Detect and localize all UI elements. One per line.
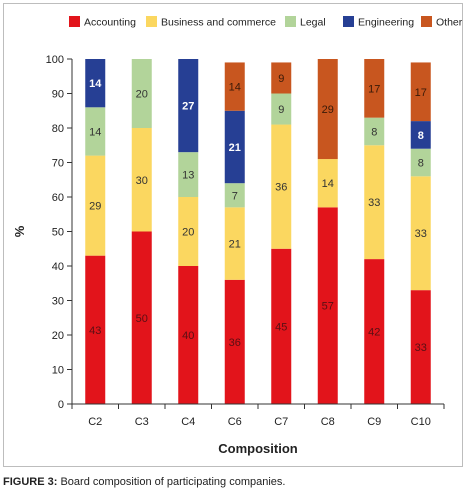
y-tick-label-30: 30 (52, 296, 64, 308)
bar-C7-4 (271, 62, 292, 94)
x-tick-label-C7: C7 (274, 416, 288, 428)
data-label-C4-1: 20 (182, 227, 194, 239)
data-label-C4-2: 13 (182, 170, 194, 182)
y-tick-label-80: 80 (52, 123, 64, 135)
data-label-C4-3: 27 (182, 101, 194, 113)
bar-C4-2 (178, 152, 199, 197)
legend-label-3: Engineering (358, 17, 414, 29)
x-tick-label-C10: C10 (411, 416, 431, 428)
bar-C10-4 (410, 62, 431, 122)
data-label-C3-2: 20 (136, 89, 148, 101)
data-label-C4-0: 40 (182, 330, 194, 342)
data-label-C8-4: 29 (322, 104, 334, 116)
bar-C7-1 (271, 124, 292, 249)
bar-C8-4 (317, 59, 338, 160)
caption-prefix: FIGURE 3: (3, 476, 58, 488)
data-label-C6-1: 21 (229, 239, 241, 251)
y-tick-label-50: 50 (52, 227, 64, 239)
data-label-C7-1: 36 (275, 182, 287, 194)
bar-C9-0 (364, 259, 385, 404)
data-label-C8-0: 57 (322, 301, 334, 313)
x-tick-label-C4: C4 (181, 416, 195, 428)
bar-C7-2 (271, 93, 292, 125)
data-label-C3-0: 50 (136, 313, 148, 325)
data-label-C8-1: 14 (322, 178, 334, 190)
legend-swatch-3 (343, 16, 354, 27)
y-tick-label-0: 0 (58, 399, 64, 411)
stacked-bar-chart: Accounting Business and commerce Legal Engi… (12, 16, 463, 456)
data-label-C9-4: 17 (368, 83, 380, 95)
data-label-C6-2: 7 (232, 190, 238, 202)
y-tick-label-90: 90 (52, 89, 64, 101)
data-label-C7-4: 9 (278, 73, 284, 85)
legend-label-0: Accounting (84, 17, 136, 29)
data-label-C6-0: 36 (229, 337, 241, 349)
bar-C10-2 (410, 148, 431, 177)
data-label-C2-1: 29 (89, 201, 101, 213)
bar-C9-1 (364, 145, 385, 260)
bar-C9-2 (364, 117, 385, 146)
legend-label-2: Legal (300, 17, 326, 29)
data-label-C7-0: 45 (275, 321, 287, 333)
data-label-C2-2: 14 (89, 126, 101, 138)
legend-label-1: Business and commerce (161, 17, 276, 29)
data-label-C3-1: 30 (136, 175, 148, 187)
y-tick-label-60: 60 (52, 192, 64, 204)
bar-C6-2 (224, 183, 245, 208)
data-label-C6-4: 14 (229, 82, 241, 94)
bar-C6-4 (224, 62, 245, 111)
y-tick-label-100: 100 (46, 54, 64, 66)
bar-C6-0 (224, 279, 245, 404)
bar-C10-0 (410, 290, 431, 404)
legend-swatch-0 (69, 16, 80, 27)
y-tick-label-20: 20 (52, 330, 64, 342)
bar-C3-1 (131, 128, 152, 232)
data-label-C10-3: 8 (418, 130, 424, 142)
data-label-C2-0: 43 (89, 325, 101, 337)
data-label-C10-4: 17 (415, 87, 427, 99)
bar-C6-3 (224, 110, 245, 184)
legend-swatch-4 (421, 16, 432, 27)
x-axis-title: Composition (218, 441, 297, 456)
caption-text: Board composition of participating compa… (57, 476, 286, 488)
figure-caption: FIGURE 3: Board composition of participa… (3, 476, 285, 488)
x-tick-label-C3: C3 (135, 416, 149, 428)
legend-swatch-1 (146, 16, 157, 27)
y-tick-label-40: 40 (52, 261, 64, 273)
data-label-C9-1: 33 (368, 197, 380, 209)
bar-C7-0 (271, 248, 292, 404)
bar-C10-1 (410, 176, 431, 291)
x-tick-label-C2: C2 (88, 416, 102, 428)
bar-C6-1 (224, 207, 245, 280)
bar-C10-3 (410, 121, 431, 149)
bar-C3-0 (131, 231, 152, 404)
x-tick-label-C9: C9 (367, 416, 381, 428)
bar-C2-2 (85, 107, 106, 156)
data-label-C10-0: 33 (415, 342, 427, 354)
bar-C2-1 (85, 155, 106, 256)
bar-C3-2 (131, 59, 152, 128)
bar-C2-3 (85, 59, 106, 108)
y-tick-label-70: 70 (52, 158, 64, 170)
bar-C4-3 (178, 59, 199, 153)
y-tick-label-10: 10 (52, 365, 64, 377)
bar-C2-0 (85, 255, 106, 404)
data-label-C10-1: 33 (415, 228, 427, 240)
x-tick-label-C8: C8 (321, 416, 335, 428)
y-axis-title: % (12, 225, 27, 237)
bar-C8-0 (317, 207, 338, 404)
bar-C4-0 (178, 266, 199, 404)
data-label-C7-2: 9 (278, 104, 284, 116)
bar-C9-4 (364, 59, 385, 118)
data-label-C10-2: 8 (418, 158, 424, 170)
x-tick-label-C6: C6 (228, 416, 242, 428)
data-label-C9-2: 8 (371, 126, 377, 138)
legend-swatch-2 (285, 16, 296, 27)
data-label-C6-3: 21 (229, 142, 241, 154)
data-label-C2-3: 14 (89, 78, 102, 90)
data-label-C9-0: 42 (368, 327, 380, 339)
legend-label-4: Other (436, 17, 463, 29)
bar-C4-1 (178, 197, 199, 266)
bar-C8-1 (317, 159, 338, 208)
